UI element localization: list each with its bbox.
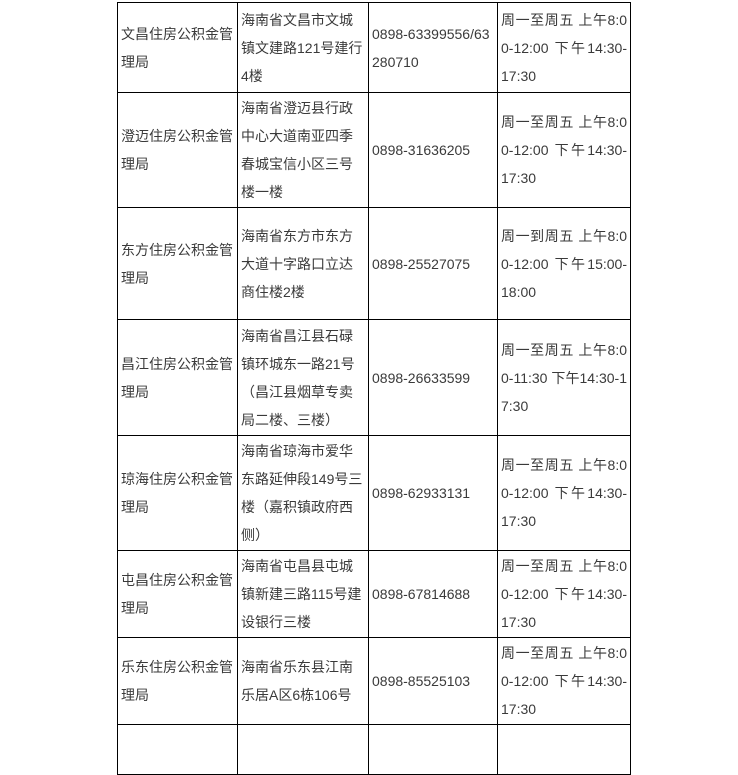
office-hours-cell: 周一至周五 上午8:00-11:30 下午14:30-17:30 bbox=[497, 319, 631, 436]
phone-cell: 0898-62933131 bbox=[368, 435, 498, 551]
phone-cell: 0898-67814688 bbox=[368, 550, 498, 638]
phone-cell: 0898-85525103 bbox=[368, 637, 498, 725]
office-hours-cell: 周一至周五 上午8:00-12:00 下午14:30-17:30 bbox=[497, 550, 631, 638]
office-hours-cell bbox=[497, 724, 631, 775]
provident-fund-contact-table: 文昌住房公积金管理局 海南省文昌市文城镇文建路121号建行4楼 0898-633… bbox=[117, 2, 631, 775]
bureau-name-cell: 琼海住房公积金管理局 bbox=[117, 435, 238, 551]
table-row: 澄迈住房公积金管理局 海南省澄迈县行政中心大道南亚四季春城宝信小区三号楼一楼 0… bbox=[117, 92, 631, 208]
address-cell: 海南省澄迈县行政中心大道南亚四季春城宝信小区三号楼一楼 bbox=[237, 92, 369, 208]
table-row: 屯昌住房公积金管理局 海南省屯昌县屯城镇新建三路115号建设银行三楼 0898-… bbox=[117, 550, 631, 638]
document-page: 文昌住房公积金管理局 海南省文昌市文城镇文建路121号建行4楼 0898-633… bbox=[117, 2, 631, 775]
bureau-name-cell: 澄迈住房公积金管理局 bbox=[117, 92, 238, 208]
table-row: 昌江住房公积金管理局 海南省昌江县石碌镇环城东一路21号（昌江县烟草专卖局二楼、… bbox=[117, 319, 631, 436]
address-cell: 海南省文昌市文城镇文建路121号建行4楼 bbox=[237, 2, 369, 93]
table-row: 东方住房公积金管理局 海南省东方市东方大道十字路口立达商住楼2楼 0898-25… bbox=[117, 207, 631, 320]
office-hours-cell: 周一至周五 上午8:00-12:00 下午14:30-17:30 bbox=[497, 92, 631, 208]
phone-cell: 0898-31636205 bbox=[368, 92, 498, 208]
phone-cell bbox=[368, 724, 498, 775]
address-cell: 海南省琼海市爱华东路延伸段149号三楼（嘉积镇政府西侧） bbox=[237, 435, 369, 551]
table-row: 琼海住房公积金管理局 海南省琼海市爱华东路延伸段149号三楼（嘉积镇政府西侧） … bbox=[117, 435, 631, 551]
bureau-name-cell: 文昌住房公积金管理局 bbox=[117, 2, 238, 93]
table-row-clipped bbox=[117, 724, 631, 775]
table-row: 文昌住房公积金管理局 海南省文昌市文城镇文建路121号建行4楼 0898-633… bbox=[117, 2, 631, 93]
address-cell: 海南省乐东县江南乐居A区6栋106号 bbox=[237, 637, 369, 725]
bureau-name-cell: 昌江住房公积金管理局 bbox=[117, 319, 238, 436]
bureau-name-cell: 乐东住房公积金管理局 bbox=[117, 637, 238, 725]
office-hours-cell: 周一至周五 上午8:00-12:00 下午14:30-17:30 bbox=[497, 2, 631, 93]
phone-cell: 0898-25527075 bbox=[368, 207, 498, 320]
office-hours-cell: 周一至周五 上午8:00-12:00 下午14:30-17:30 bbox=[497, 435, 631, 551]
phone-cell: 0898-26633599 bbox=[368, 319, 498, 436]
address-cell: 海南省东方市东方大道十字路口立达商住楼2楼 bbox=[237, 207, 369, 320]
bureau-name-cell bbox=[117, 724, 238, 775]
table-row: 乐东住房公积金管理局 海南省乐东县江南乐居A区6栋106号 0898-85525… bbox=[117, 637, 631, 725]
address-cell: 海南省屯昌县屯城镇新建三路115号建设银行三楼 bbox=[237, 550, 369, 638]
bureau-name-cell: 屯昌住房公积金管理局 bbox=[117, 550, 238, 638]
office-hours-cell: 周一至周五 上午8:00-12:00 下午14:30-17:30 bbox=[497, 637, 631, 725]
address-cell: 海南省昌江县石碌镇环城东一路21号（昌江县烟草专卖局二楼、三楼） bbox=[237, 319, 369, 436]
phone-cell: 0898-63399556/63280710 bbox=[368, 2, 498, 93]
bureau-name-cell: 东方住房公积金管理局 bbox=[117, 207, 238, 320]
address-cell bbox=[237, 724, 369, 775]
office-hours-cell: 周一到周五 上午8:00-12:00 下午15:00-18:00 bbox=[497, 207, 631, 320]
